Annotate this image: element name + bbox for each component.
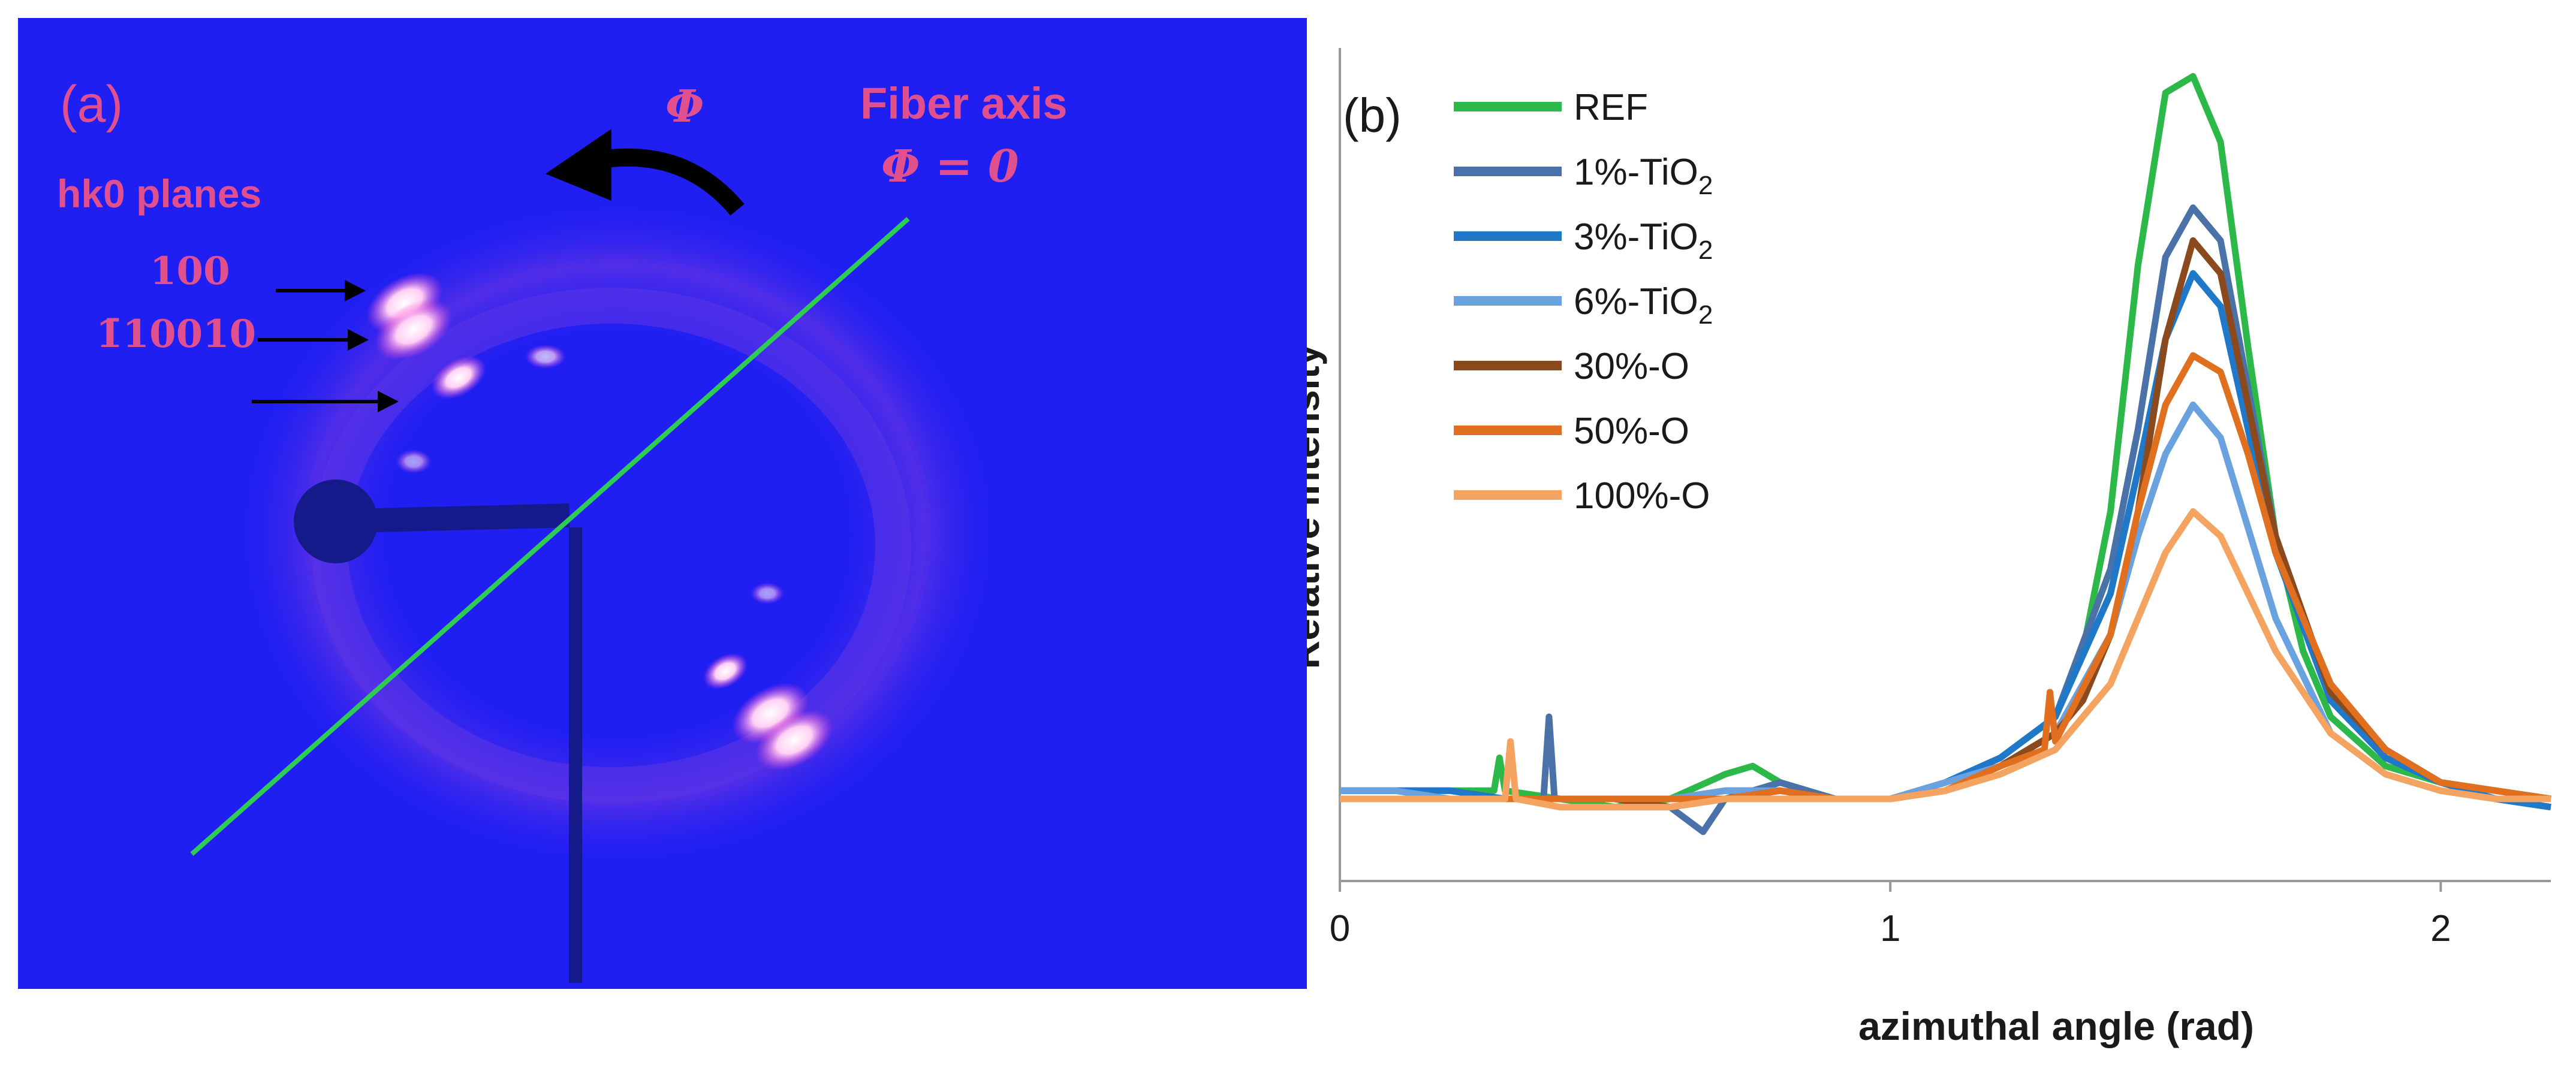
diffraction-image <box>18 18 1307 989</box>
x-axis-label: azimuthal angle (rad) <box>1858 1004 2254 1048</box>
fiber-axis-line <box>190 217 910 856</box>
legend-label: 3%-TiO2 <box>1574 216 1713 265</box>
reflection-spot <box>751 583 784 604</box>
y-axis-label: Relative intensity <box>1307 343 1327 669</box>
diffraction-panel: (a) Φ Fiber axis Φ = 0 hk0 planes 100 1̄… <box>18 18 1307 989</box>
reflection-spot <box>703 653 748 690</box>
series-line-ref <box>1340 73 2551 811</box>
series-line-30-o <box>1340 237 2551 811</box>
plane-100-label: 100 <box>150 249 230 294</box>
plot-area <box>1339 48 2551 881</box>
plane-pointer-head <box>378 391 399 412</box>
reflection-spot <box>375 299 453 360</box>
reflection-spot <box>396 449 432 473</box>
x-ticks: 0 1 2 <box>1330 881 2451 949</box>
legend-label: 6%-TiO2 <box>1574 281 1713 330</box>
chart-panel: 0 1 2 (b) Relative intensity azimuthal ang… <box>1307 0 2576 1071</box>
phi-arrow-head <box>546 129 611 201</box>
x-tick-label: 2 <box>2430 908 2451 949</box>
reflection-spot <box>525 345 566 369</box>
reflection-spot <box>755 710 833 771</box>
plane-pointer-head <box>345 280 366 301</box>
plane-010-label: 1̄10010 <box>96 312 257 357</box>
azimuthal-chart: 0 1 2 (b) Relative intensity azimuthal ang… <box>1307 48 2551 1048</box>
plane-pointer-head <box>348 329 369 351</box>
fiber-axis-label: Fiber axis <box>860 79 1068 128</box>
legend-label: 1%-TiO2 <box>1574 152 1713 200</box>
x-tick-label: 0 <box>1330 908 1350 949</box>
legend-label: REF <box>1574 87 1648 128</box>
legend-label: 100%-O <box>1574 475 1710 517</box>
phi-equation: Φ = 0 <box>881 141 1019 192</box>
series-line-100-o <box>1340 508 2551 811</box>
series-line-50-o <box>1340 352 2551 803</box>
panel-a-label: (a) <box>60 76 123 133</box>
beamstop <box>294 479 378 563</box>
phi-label: Φ <box>665 81 704 132</box>
legend-label: 30%-O <box>1574 346 1689 387</box>
x-tick-label: 1 <box>1880 908 1900 949</box>
planes-label: hk0 planes <box>57 171 262 216</box>
legend-label: 50%-O <box>1574 411 1689 452</box>
legend: REF 1%-TiO2 3%-TiO2 6%-TiO2 30%-O 50%-O 100%-O <box>1454 87 1713 517</box>
reflection-spot <box>431 355 486 400</box>
panel-b-label: (b) <box>1343 89 1402 142</box>
